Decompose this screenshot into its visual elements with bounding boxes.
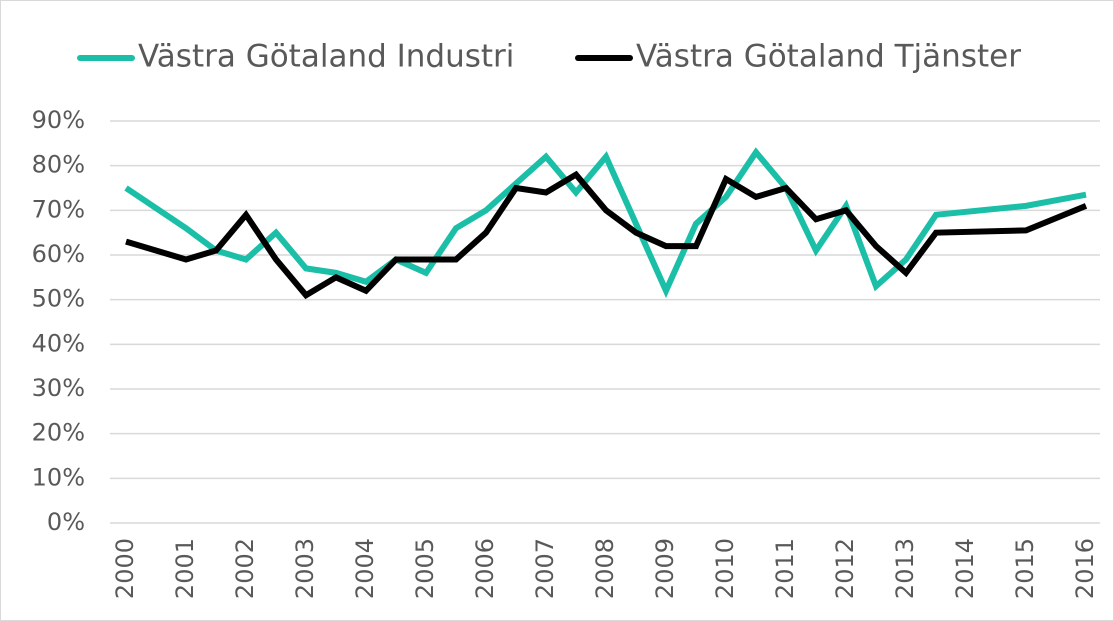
x-tick-label: 2011 <box>771 538 799 599</box>
x-tick-label: 2000 <box>111 538 139 599</box>
y-tick-label: 80% <box>32 151 85 179</box>
y-tick-label: 70% <box>32 195 85 223</box>
x-tick-label: 2001 <box>171 538 199 599</box>
x-tick-label: 2012 <box>831 538 859 599</box>
x-tick-label: 2007 <box>531 538 559 599</box>
x-tick-label: 2005 <box>411 538 439 599</box>
x-tick-label: 2009 <box>651 538 679 599</box>
y-tick-label: 10% <box>32 463 85 491</box>
legend-label: Västra Götaland Tjänster <box>636 39 1021 75</box>
x-tick-label: 2013 <box>891 538 919 599</box>
y-tick-label: 90% <box>32 106 85 134</box>
x-tick-label: 2006 <box>471 538 499 599</box>
y-tick-label: 0% <box>47 508 85 536</box>
y-tick-label: 20% <box>32 419 85 447</box>
x-tick-label: 2004 <box>351 538 379 599</box>
x-tick-label: 2003 <box>291 538 319 599</box>
y-tick-label: 60% <box>32 240 85 268</box>
x-tick-label: 2014 <box>951 538 979 599</box>
data-line <box>125 170 1088 300</box>
x-tick-label: 2015 <box>1011 538 1039 599</box>
x-tick-label: 2010 <box>711 538 739 599</box>
x-tick-label: 2016 <box>1071 538 1099 599</box>
y-tick-label: 50% <box>32 285 85 313</box>
y-tick-label: 30% <box>32 374 85 402</box>
x-tick-label: 2008 <box>591 538 619 599</box>
x-tick-label: 2002 <box>231 538 259 599</box>
legend-label: Västra Götaland Industri <box>138 39 514 75</box>
y-tick-label: 40% <box>32 329 85 357</box>
data-line <box>124 147 1087 299</box>
